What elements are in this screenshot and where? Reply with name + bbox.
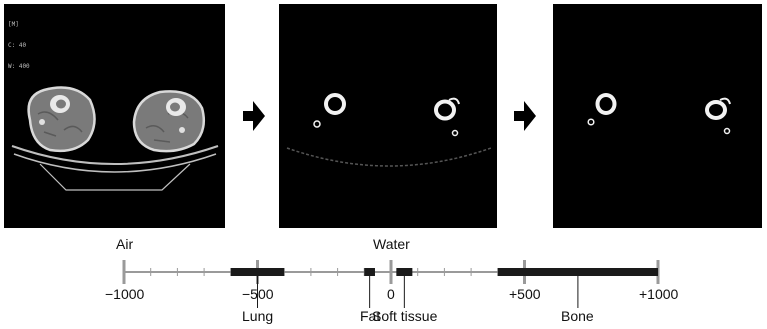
tick-label: 0 (387, 286, 395, 302)
tick-label: +500 (509, 286, 541, 302)
range-label: Lung (242, 308, 274, 324)
tick-label: −500 (242, 286, 274, 302)
tick-label: +1000 (639, 286, 679, 302)
hounsfield-scale: Air Water −1000 −500 0 +500 +1000 Lung Fat Soft t… (0, 232, 767, 324)
ct-image-original: [M] C: 40 W: 400 (4, 4, 225, 228)
range-bar-bone (497, 268, 658, 276)
range-label: Soft tissue (372, 308, 438, 324)
overlay-line-1: [M] (8, 21, 19, 28)
overlay-line-3: W: 400 (8, 63, 30, 70)
scale-axis (122, 260, 660, 308)
ct-image-threshold (279, 4, 497, 228)
range-label: Fat (360, 308, 381, 324)
top-label: Water (373, 236, 410, 252)
window-settings-overlay: [M] C: 40 W: 400 (8, 7, 30, 84)
range-label: Bone (561, 308, 594, 324)
tick-label: −1000 (105, 286, 145, 302)
right-arrow-icon (514, 101, 536, 131)
range-bar-fat (364, 268, 375, 276)
overlay-line-2: C: 40 (8, 42, 27, 49)
top-label: Air (116, 236, 134, 252)
ct-image-bone-only (553, 4, 762, 228)
range-bar-lung (230, 268, 285, 276)
right-arrow-icon (243, 101, 265, 131)
range-bar-soft-tissue (396, 268, 413, 276)
